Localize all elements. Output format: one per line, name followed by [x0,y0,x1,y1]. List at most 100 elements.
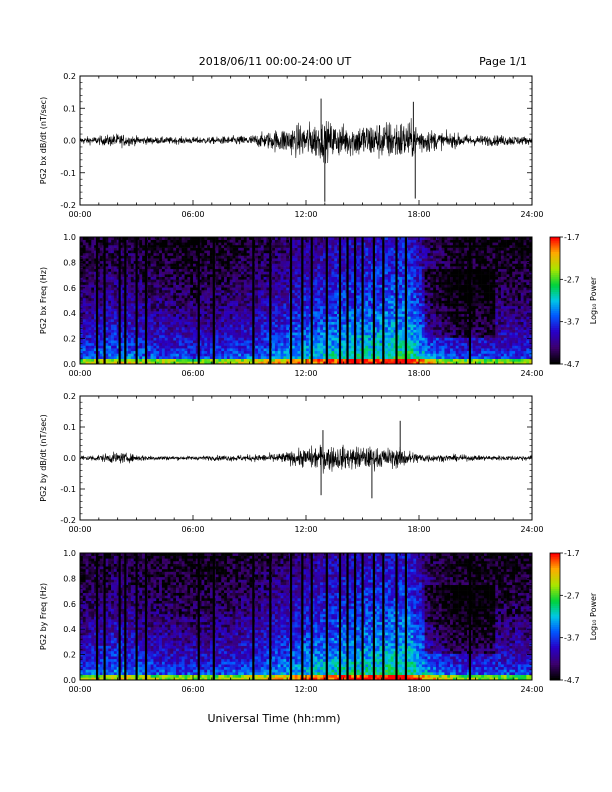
signal-trace [79,118,533,164]
x-tick-label: 18:00 [407,685,430,694]
colorbar-tick-label: -1.7 [564,549,580,558]
y-tick-label: 0.0 [63,454,76,463]
data-gap [124,237,127,364]
y-axis-label: PG2 by dB/dt (nT/sec) [39,414,48,501]
data-gap [468,553,472,680]
x-tick-label: 12:00 [294,369,317,378]
colorbar-frame [549,236,561,365]
colorbar: -1.7 -2.7 -3.7 -4.7 Log₁₀ Power [549,233,598,369]
x-tick-label: 06:00 [181,210,204,219]
y-tick-label: 1.0 [63,233,76,242]
x-tick-label: 18:00 [407,525,430,534]
panel-2: -1.7 -2.7 -3.7 -4.7 Log₁₀ Power 00:00 06:00 12:… [39,233,598,378]
colorbar: -1.7 -2.7 -3.7 -4.7 Log₁₀ Power [549,549,598,685]
heatmap-cells [80,553,533,681]
x-tick-label: 00:00 [68,210,91,219]
signal-trace [79,444,533,474]
x-tick-label: 00:00 [68,525,91,534]
x-tick-label: 24:00 [520,369,543,378]
data-gap [361,553,364,680]
data-gap [346,237,349,364]
y-tick-label: 0.0 [63,676,76,685]
data-gap [118,553,121,680]
data-gap [118,237,121,364]
data-gap [144,237,148,364]
data-gap [395,237,398,364]
heatmap-cells [80,237,533,365]
data-gap [212,237,215,364]
data-gap [325,237,328,364]
y-tick-label: 0.8 [63,574,76,583]
x-tick-label: 00:00 [68,369,91,378]
x-tick-label: 06:00 [181,685,204,694]
y-tick-label: 0.4 [63,625,76,634]
data-gap [197,553,200,680]
y-tick-label: 0.0 [63,137,76,146]
panel-4: -1.7 -2.7 -3.7 -4.7 Log₁₀ Power 00:00 06:00 12:… [39,549,598,694]
data-gap [252,237,255,364]
y-tick-label: -0.2 [60,516,76,525]
data-gap [372,553,375,680]
x-tick-label: 24:00 [520,210,543,219]
panel-1: 00:00 06:00 12:00 18:00 24:00 0.2 0.1 0.0 -0.1 -0… [39,72,544,219]
y-tick-label: 0.6 [63,284,76,293]
data-gap [269,237,272,364]
x-tick-label: 24:00 [520,525,543,534]
y-tick-label: 0.1 [63,104,76,113]
y-tick-label: 0.2 [63,335,76,344]
x-tick-label: 12:00 [294,210,317,219]
data-gap [197,237,200,364]
colorbar-tick-label: -2.7 [564,275,580,284]
data-gap [338,553,342,680]
plot-title: 2018/06/11 00:00-24:00 UT [199,55,352,68]
data-gap [395,553,398,680]
data-gap [212,553,215,680]
data-gap [135,553,138,680]
y-axis-label: PG2 bx dB/dt (nT/sec) [39,97,48,184]
colorbar-tick-label: -4.7 [564,360,580,369]
y-axis-label: PG2 by Freq (Hz) [39,583,48,650]
data-gap [404,237,408,364]
data-gap [310,553,313,680]
data-gap [95,553,99,680]
data-gap [289,237,293,364]
colorbar-tick-label: -3.7 [564,634,580,643]
x-tick-label: 24:00 [520,685,543,694]
data-gap [103,237,106,364]
x-tick-label: 18:00 [407,210,430,219]
x-tick-label: 18:00 [407,369,430,378]
panels: 00:00 06:00 12:00 18:00 24:00 0.2 0.1 0.0 -0.1 -0… [39,72,598,694]
x-tick-label: 12:00 [294,525,317,534]
x-tick-label: 06:00 [181,369,204,378]
data-gap [468,237,472,364]
y-tick-label: -0.2 [60,201,76,210]
y-tick-label: 0.2 [63,72,76,81]
data-gap [325,553,328,680]
data-gap [103,553,106,680]
y-tick-label: 1.0 [63,549,76,558]
colorbar-label: Log₁₀ Power [589,276,598,324]
y-tick-label: 0.8 [63,258,76,267]
data-gap [404,553,408,680]
colorbar-tick-label: -2.7 [564,591,580,600]
data-gap [144,553,148,680]
colorbar-tick-label: -3.7 [564,318,580,327]
data-gap [301,237,304,364]
data-gap [361,237,364,364]
y-tick-label: 0.1 [63,423,76,432]
y-tick-label: 0.2 [63,651,76,660]
x-tick-label: 06:00 [181,525,204,534]
y-tick-label: -0.1 [60,169,76,178]
data-gap [124,553,127,680]
page-number: Page 1/1 [479,55,527,68]
data-gap [135,237,138,364]
colorbar-tick-label: -4.7 [564,676,580,685]
colorbar-frame [549,552,561,681]
data-gap [353,237,357,364]
y-tick-label: 0.0 [63,360,76,369]
data-gap [353,553,357,680]
data-gap [95,237,99,364]
data-gap [252,553,255,680]
data-gap [289,553,293,680]
x-tick-label: 12:00 [294,685,317,694]
